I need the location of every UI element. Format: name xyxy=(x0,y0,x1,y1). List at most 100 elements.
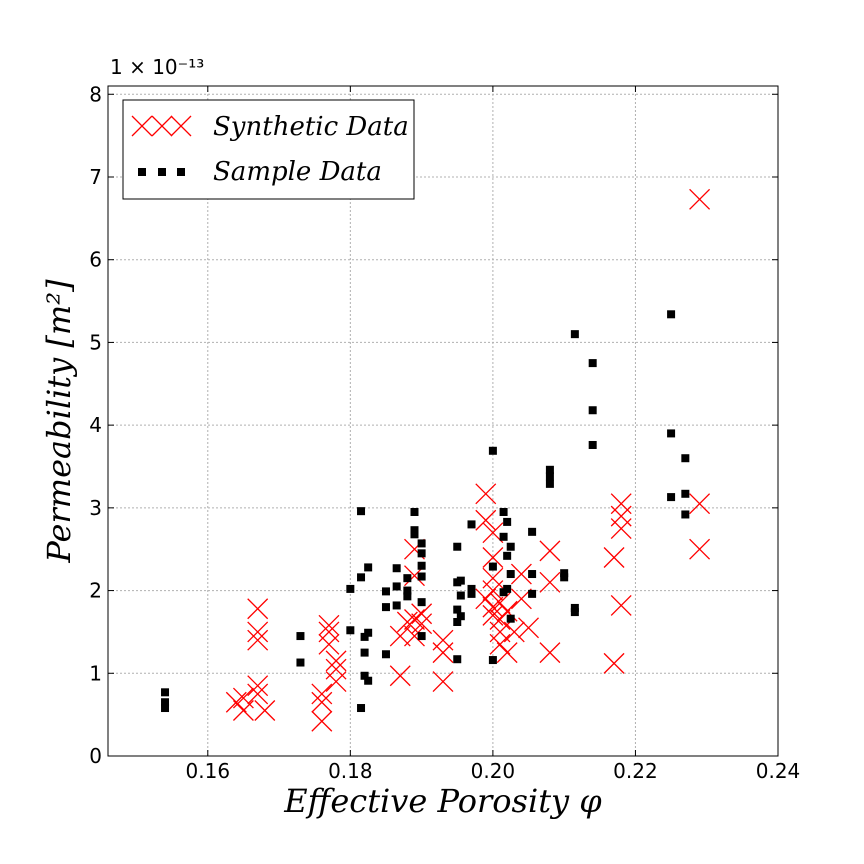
sample-point xyxy=(667,493,676,502)
sample-point xyxy=(161,698,170,707)
synthetic-point xyxy=(232,700,254,721)
sample-point xyxy=(392,582,401,591)
sample-point xyxy=(296,658,305,667)
synthetic-point xyxy=(475,483,497,505)
synthetic-point xyxy=(247,621,269,643)
sample-point xyxy=(488,446,497,455)
synthetic-point xyxy=(610,505,632,527)
sample-point xyxy=(545,465,554,474)
synthetic-point xyxy=(489,633,511,655)
legend: Synthetic Data Sample Data xyxy=(122,99,415,200)
sample-point xyxy=(570,330,579,339)
sample-point xyxy=(417,632,426,641)
synthetic-point xyxy=(247,675,269,697)
x-tick-label: 0.20 xyxy=(471,759,516,783)
sample-point xyxy=(588,440,597,449)
synthetic-point xyxy=(404,625,425,647)
synthetic-point xyxy=(610,594,632,616)
synthetic-point xyxy=(318,621,340,643)
sample-point xyxy=(467,520,476,529)
synthetic-point xyxy=(325,671,347,693)
legend-marker-synthetic xyxy=(170,115,192,137)
y-tick-label: 0 xyxy=(89,744,102,768)
synthetic-point xyxy=(247,683,269,705)
sample-point xyxy=(506,542,515,551)
sample-point xyxy=(364,563,373,572)
sample-point xyxy=(392,564,401,573)
sample-point xyxy=(360,671,369,680)
synthetic-point xyxy=(503,621,525,643)
sample-point xyxy=(499,507,508,516)
sample-point xyxy=(570,603,579,612)
sample-point xyxy=(296,632,305,641)
synthetic-point xyxy=(311,683,333,705)
sample-point xyxy=(410,507,419,516)
synthetic-point xyxy=(489,621,511,643)
sample-point xyxy=(346,626,355,635)
synthetic-point xyxy=(610,493,632,515)
synthetic-point xyxy=(411,603,433,625)
synthetic-point xyxy=(539,642,561,664)
synthetic-point xyxy=(482,604,504,626)
sample-point xyxy=(410,530,419,539)
sample-point xyxy=(453,542,462,551)
sample-point xyxy=(588,406,597,415)
synthetic-point xyxy=(325,650,347,672)
sample-point xyxy=(456,591,465,600)
y-tick-label: 7 xyxy=(89,165,102,189)
x-tick-label: 0.24 xyxy=(756,759,801,783)
sample-point xyxy=(364,676,373,685)
sample-point xyxy=(346,584,355,593)
sample-point xyxy=(456,612,465,621)
synthetic-point xyxy=(318,614,340,636)
sample-point xyxy=(381,587,390,596)
sample-point xyxy=(403,574,412,583)
sample-point xyxy=(667,310,676,319)
synthetic-point xyxy=(482,522,504,544)
axis-ticks: 0.16 0.18 0.20 0.22 0.24 0 1 2 3 4 5 6 7 8 xyxy=(89,82,800,783)
sample-point xyxy=(681,510,690,519)
sample-point xyxy=(503,551,512,560)
legend-label-synthetic: Synthetic Data xyxy=(213,112,409,142)
sample-point xyxy=(588,359,597,368)
y-tick-label: 1 xyxy=(89,661,102,685)
synthetic-point xyxy=(603,652,625,674)
sample-point xyxy=(570,608,579,617)
synthetic-point xyxy=(482,567,504,589)
synthetic-point xyxy=(482,580,504,602)
sample-point xyxy=(499,532,508,541)
data-points xyxy=(161,188,711,732)
sample-point xyxy=(360,632,369,641)
synthetic-point xyxy=(247,629,269,651)
synthetic-point xyxy=(539,571,561,593)
sample-point xyxy=(364,628,373,637)
synthetic-point xyxy=(325,658,347,680)
synthetic-point xyxy=(232,687,254,709)
sample-point xyxy=(392,601,401,610)
sample-point xyxy=(528,589,537,598)
synthetic-point xyxy=(311,691,333,713)
y-tick-label: 2 xyxy=(89,579,102,603)
sample-point xyxy=(357,507,366,516)
sample-point xyxy=(161,704,170,713)
y-tick-label: 8 xyxy=(89,82,102,106)
sample-point xyxy=(456,576,465,585)
synthetic-point xyxy=(510,563,532,585)
synthetic-point xyxy=(475,588,497,610)
sample-point xyxy=(506,570,515,579)
synthetic-point xyxy=(482,596,504,618)
sample-point xyxy=(410,526,419,535)
sample-point xyxy=(417,549,426,558)
synthetic-point xyxy=(689,188,711,210)
sample-point xyxy=(161,688,170,697)
legend-marker-sample xyxy=(177,168,185,176)
sample-point xyxy=(357,573,366,582)
sample-point xyxy=(545,472,554,481)
synthetic-point xyxy=(689,538,711,560)
x-tick-label: 0.18 xyxy=(328,759,373,783)
synthetic-point xyxy=(311,710,333,732)
y-axis-title: Permeability [m²] xyxy=(40,279,78,564)
synthetic-point xyxy=(432,642,454,664)
synthetic-point xyxy=(318,633,340,655)
